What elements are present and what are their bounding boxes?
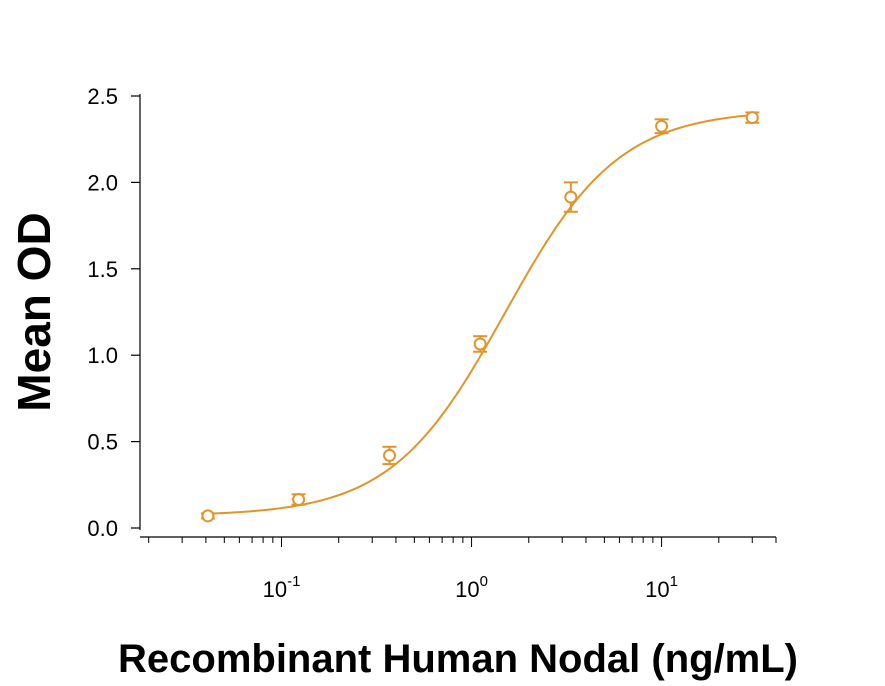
y-tick-label-1: 0.5 (87, 430, 118, 455)
point-marker-0 (201, 509, 215, 523)
x-tick-label-0: 10-1 (263, 573, 301, 602)
y-tick-label-0: 0.0 (87, 516, 118, 541)
point-marker-5 (655, 119, 669, 133)
data-point-3 (473, 335, 488, 353)
x-tick-label-1: 100 (455, 573, 488, 602)
data-point-5 (654, 118, 669, 135)
point-marker-1 (292, 492, 306, 506)
y-tick-label-4: 2.0 (87, 170, 118, 195)
data-points-layer (200, 111, 760, 523)
y-tick-label-3: 1.5 (87, 257, 118, 282)
data-point-0 (200, 509, 215, 523)
y-axis: 0.0 0.5 1.0 1.5 2.0 2.5 (87, 84, 141, 541)
y-tick-label-5: 2.5 (87, 84, 118, 109)
x-axis-title: Recombinant Human Nodal (ng/mL) (118, 637, 798, 681)
x-tick-label-2: 101 (645, 573, 678, 602)
y-axis-title: Mean OD (8, 212, 60, 411)
point-marker-2 (382, 448, 396, 462)
data-point-4 (563, 181, 578, 213)
point-marker-6 (745, 111, 759, 125)
data-point-2 (382, 445, 397, 466)
point-marker-4 (564, 190, 578, 204)
data-point-6 (745, 111, 760, 125)
x-axis: 10-1 100 101 (140, 536, 777, 602)
point-marker-3 (473, 337, 487, 351)
data-point-1 (291, 492, 306, 506)
fit-curve (207, 114, 753, 515)
y-tick-label-2: 1.0 (87, 343, 118, 368)
fit-curve-layer (207, 114, 753, 515)
